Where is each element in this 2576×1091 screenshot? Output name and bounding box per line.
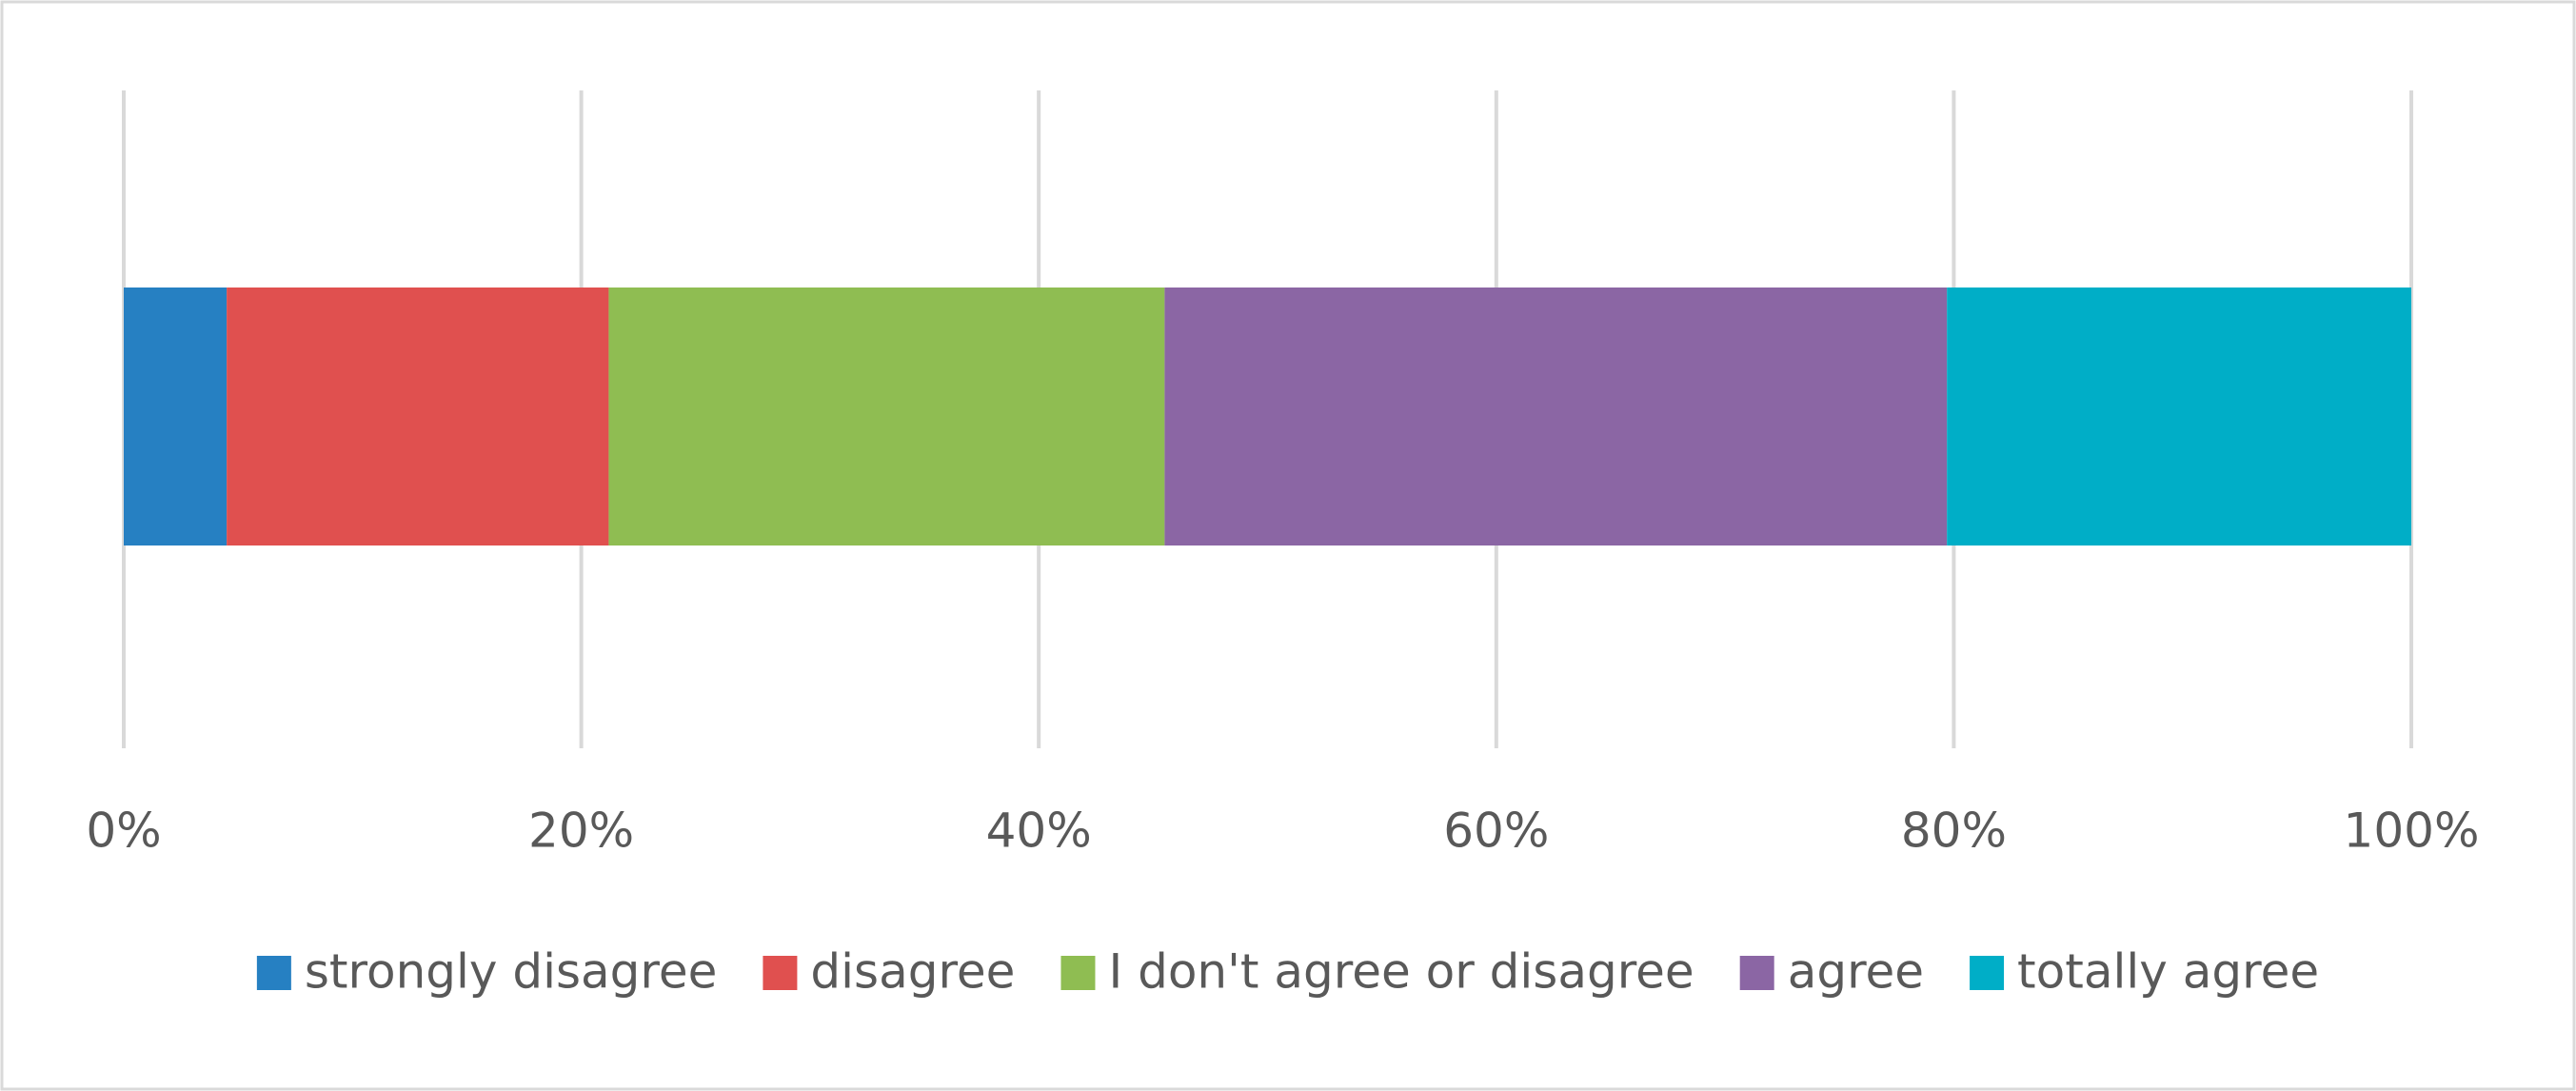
bar-segment bbox=[608, 288, 1165, 546]
legend-label: totally agree bbox=[2017, 944, 2319, 1000]
legend-swatch bbox=[256, 956, 291, 990]
x-tick-label: 60% bbox=[1443, 803, 1549, 859]
bar-segment bbox=[1947, 288, 2411, 546]
legend-label: disagree bbox=[810, 944, 1015, 1000]
legend-label: agree bbox=[1788, 944, 1924, 1000]
legend-label: I don't agree or disagree bbox=[1108, 944, 1694, 1000]
legend-swatch bbox=[1739, 956, 1774, 990]
legend-swatch bbox=[1060, 956, 1096, 990]
legend-label: strongly disagree bbox=[305, 944, 718, 1000]
x-tick-label: 80% bbox=[1901, 803, 2007, 859]
x-tick-label: 40% bbox=[986, 803, 1092, 859]
x-tick-label: 20% bbox=[528, 803, 634, 859]
x-tick-label: 100% bbox=[2344, 803, 2480, 859]
bar-segment bbox=[227, 288, 609, 546]
legend-swatch bbox=[1970, 956, 2005, 990]
x-tick-label: 0% bbox=[86, 803, 161, 859]
bar-segment bbox=[124, 288, 228, 546]
bar-segment bbox=[1164, 288, 1948, 546]
legend-swatch bbox=[763, 956, 798, 990]
